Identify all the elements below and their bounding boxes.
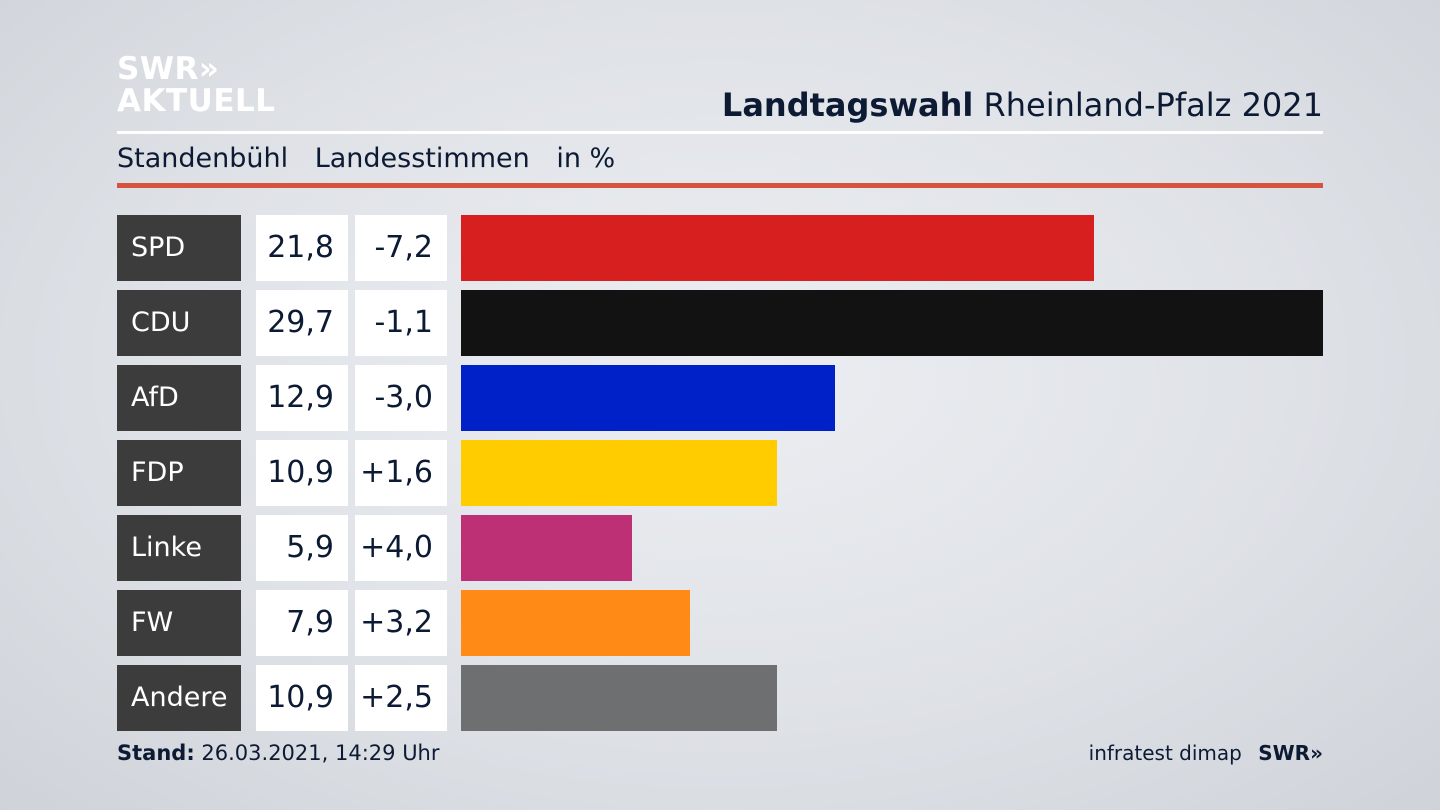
- party-label: SPD: [117, 215, 241, 281]
- value-label: 7,9: [256, 590, 348, 656]
- swr-aktuell-logo: SWR» AKTUELL: [117, 54, 276, 117]
- subtitle-unit: in %: [556, 143, 616, 174]
- party-label: FDP: [117, 440, 241, 506]
- subtitle: Standenbühl Landesstimmen in %: [117, 143, 633, 174]
- stand-value: 26.03.2021, 14:29 Uhr: [201, 741, 440, 765]
- diff-label: +1,6: [355, 440, 447, 506]
- subtitle-place: Standenbühl: [117, 143, 289, 174]
- bar: [461, 515, 632, 581]
- party-label: CDU: [117, 290, 241, 356]
- subtitle-type: Landesstimmen: [314, 143, 530, 174]
- value-label: 10,9: [256, 665, 348, 731]
- party-label: Linke: [117, 515, 241, 581]
- subtitle-divider: [117, 183, 1323, 188]
- diff-label: -7,2: [355, 215, 447, 281]
- source-label: infratest dimap: [1088, 741, 1242, 765]
- value-label: 29,7: [256, 290, 348, 356]
- stand-label: Stand:: [117, 741, 195, 765]
- diff-label: -3,0: [355, 365, 447, 431]
- bar: [461, 440, 777, 506]
- value-label: 10,9: [256, 440, 348, 506]
- bar: [461, 665, 777, 731]
- diff-label: -1,1: [355, 290, 447, 356]
- logo-line-2: AKTUELL: [117, 83, 276, 119]
- diff-label: +4,0: [355, 515, 447, 581]
- party-label: FW: [117, 590, 241, 656]
- value-label: 21,8: [256, 215, 348, 281]
- diff-label: +3,2: [355, 590, 447, 656]
- value-label: 5,9: [256, 515, 348, 581]
- bar: [461, 290, 1323, 356]
- bar: [461, 365, 835, 431]
- title-bold: Landtagswahl: [721, 86, 974, 124]
- timestamp: Stand: 26.03.2021, 14:29 Uhr: [117, 741, 440, 765]
- value-label: 12,9: [256, 365, 348, 431]
- header-divider: [117, 131, 1323, 134]
- party-label: Andere: [117, 665, 241, 731]
- logo-line-1: SWR»: [117, 51, 220, 87]
- title-rest: Rheinland-Pfalz 2021: [983, 86, 1323, 124]
- swr-brand-logo: SWR»: [1258, 741, 1323, 765]
- source-credit: infratest dimap SWR»: [1089, 741, 1323, 765]
- party-label: AfD: [117, 365, 241, 431]
- bar: [461, 590, 690, 656]
- bar: [461, 215, 1094, 281]
- page-title: Landtagswahl Rheinland-Pfalz 2021: [722, 86, 1323, 124]
- diff-label: +2,5: [355, 665, 447, 731]
